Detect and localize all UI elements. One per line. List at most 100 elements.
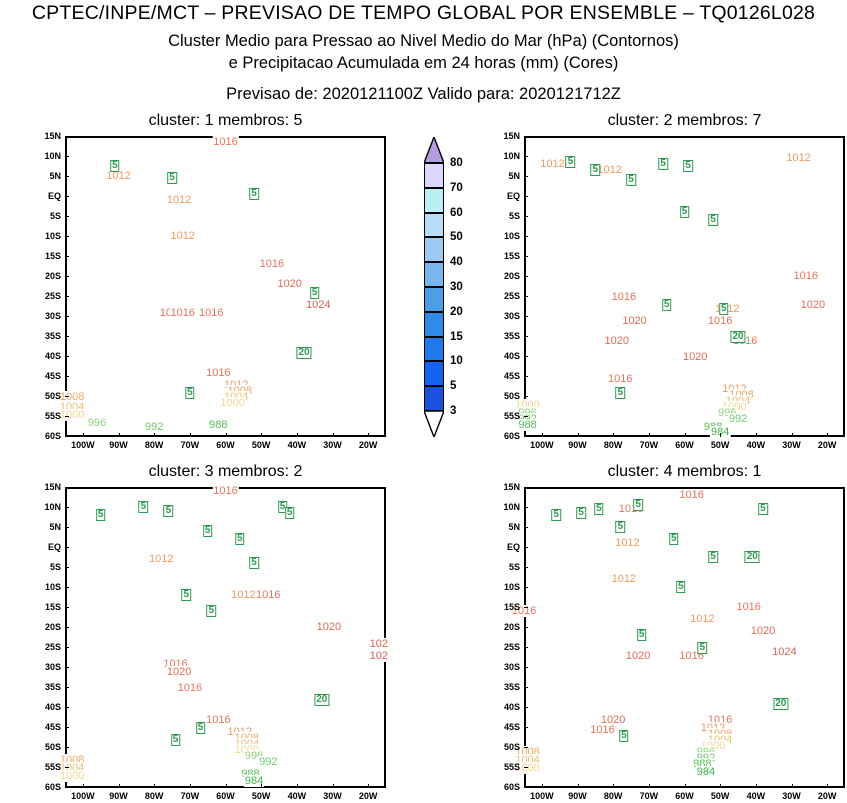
y-axis-tick [65, 236, 69, 237]
precip-contour-label: 5 [676, 581, 686, 594]
y-axis-tick-label: 40S [44, 351, 61, 361]
x-axis-tick-label: 60W [675, 440, 694, 450]
colorbar-over-arrow-outline [422, 135, 446, 164]
x-axis-tick [189, 784, 191, 788]
x-axis-tick [118, 433, 120, 437]
pressure-contour-label: 1016 [510, 605, 538, 618]
pressure-contour-label: 102 [368, 637, 390, 650]
y-axis-tick-label: 55S [503, 411, 520, 421]
y-axis-tick [524, 156, 528, 157]
x-axis-tick [755, 784, 757, 788]
y-axis-tick [524, 216, 528, 217]
y-axis-tick-label: 60S [44, 431, 61, 441]
panel-title-cluster-3: cluster: 3 membros: 2 [148, 463, 303, 480]
y-axis-tick [65, 647, 69, 648]
precip-contour-label: 5 [758, 503, 768, 516]
x-axis-tick [577, 784, 579, 788]
x-axis-tick-label: 20W [358, 791, 378, 801]
y-axis-tick-label: 30S [44, 311, 61, 321]
y-axis-tick-label: 15S [44, 251, 61, 261]
map-panel-cluster-2[interactable]: 1012101210121016102010201016102010121016… [503, 131, 845, 450]
y-axis-tick-label: 5S [49, 211, 61, 221]
pressure-contour-label: 1012 [539, 158, 566, 171]
y-axis-tick-label: EQ [47, 191, 61, 201]
y-axis-tick [65, 276, 69, 277]
x-axis-tick [368, 784, 370, 788]
precip-contour-label: 5 [95, 509, 106, 522]
y-axis-tick-label: 60S [44, 782, 61, 792]
y-axis-tick-label: 15S [44, 602, 61, 612]
y-axis-tick-label: EQ [506, 542, 520, 552]
y-axis-tick [65, 687, 69, 688]
precip-contour-label: 5 [181, 589, 192, 602]
y-axis-tick-label: 55S [44, 762, 61, 772]
pressure-contour-label: 1020 [624, 649, 652, 662]
x-axis-tick-label: 80W [603, 440, 623, 450]
colorbar-tick [424, 261, 444, 264]
colorbar-tick [424, 211, 444, 214]
y-axis-tick-label: 10N [44, 502, 61, 512]
y-axis-tick-label: EQ [506, 191, 520, 201]
x-axis-tick [118, 784, 120, 788]
colorbar-under-arrow [422, 410, 446, 439]
pressure-contour-label: 1024 [304, 298, 332, 311]
precipitation-colorbar: 80 70 60 50 40 30 20 15 10 5 3 [422, 135, 494, 439]
y-axis-tick-label: 25S [44, 291, 61, 301]
pressure-contour-label: 996 [86, 416, 108, 429]
pressure-contour-label: 1020 [681, 350, 709, 363]
y-axis-tick-label: 10N [503, 151, 520, 161]
panel-title-cluster-4: cluster: 4 membros: 1 [607, 463, 762, 480]
pressure-contour-label: 1016 [589, 723, 616, 736]
pressure-contour-label: 1012 [614, 537, 641, 550]
y-axis-tick [65, 336, 69, 337]
map-panel-cluster-1[interactable]: 1012101210121016102010241016102010161016… [44, 131, 386, 450]
y-axis-tick [65, 296, 69, 297]
x-axis-tick-label: 50W [710, 791, 730, 801]
precip-contour-label: 5 [309, 286, 320, 299]
precip-contour-label: 5 [708, 214, 718, 227]
precip-contour-label: 5 [565, 156, 576, 169]
y-axis-tick-label: 5N [508, 522, 520, 532]
x-axis-tick [577, 433, 579, 437]
precip-contour-label: 5 [234, 533, 245, 546]
precip-contour-label: 20 [314, 693, 330, 706]
pressure-contour-label: 1016 [197, 306, 225, 319]
colorbar-swatch [424, 237, 444, 263]
x-axis-tick-label: 20W [358, 440, 378, 450]
precip-contour-label: 5 [615, 521, 626, 534]
x-axis-tick-label: 40W [746, 440, 766, 450]
precip-contour-label: 5 [167, 172, 177, 185]
pressure-contour-label: 1012 [105, 170, 132, 183]
y-axis-tick [65, 256, 69, 257]
colorbar-swatch [424, 336, 444, 362]
y-axis-tick [65, 216, 69, 217]
y-axis-tick-label: 10S [503, 231, 520, 241]
precip-contour-label: 5 [202, 525, 213, 538]
pressure-contour-label: 1016 [678, 489, 705, 502]
y-axis-tick-label: 15N [503, 482, 520, 492]
y-axis-tick-label: 50S [503, 391, 520, 401]
precip-contour-label: 20 [730, 330, 746, 343]
x-axis-tick [261, 433, 263, 437]
pressure-contour-label: 1020 [799, 298, 827, 311]
map-panel-cluster-4[interactable]: 1016 1016 1012 1012 1012 1016 1016 1020 1024 1020… [503, 482, 845, 801]
x-axis-tick-label: 30W [323, 791, 342, 801]
colorbar-tick-label: 20 [450, 305, 463, 318]
x-axis-tick-label: 100W [71, 791, 95, 801]
x-axis-tick-label: 30W [782, 791, 801, 801]
y-axis-tick [524, 567, 528, 568]
y-axis-tick-label: 25S [503, 291, 520, 301]
pressure-contour-label: 1012 [148, 553, 175, 566]
map-panel-cluster-3[interactable]: 1016 1012 1012 1016 1020 102 102 1016 1020 1016 10… [44, 482, 390, 801]
precip-contour-label: 5 [110, 160, 120, 173]
pressure-contour-label: 992 [143, 420, 165, 433]
y-axis-tick [65, 316, 69, 317]
pressure-contour-label: 992 [727, 412, 749, 425]
x-axis-tick [261, 784, 263, 788]
y-axis-tick-label: 5S [49, 562, 61, 572]
y-axis-tick-label: 5S [508, 211, 520, 221]
x-axis-tick [720, 784, 722, 788]
pressure-contour-label: 1016 [706, 314, 734, 327]
y-axis-tick [65, 396, 69, 397]
pressure-contour-label: 984 [695, 765, 717, 778]
